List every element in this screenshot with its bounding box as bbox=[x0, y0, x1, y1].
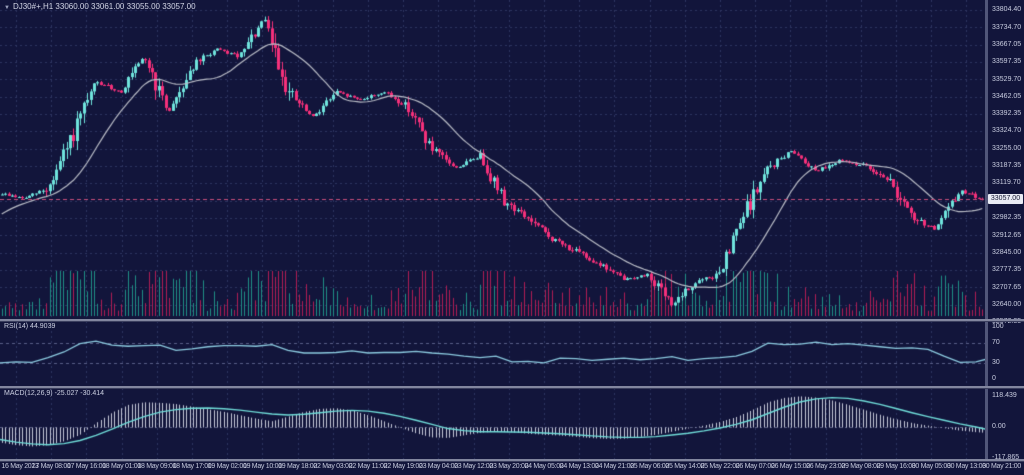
rsi-indicator-label: RSI(14) 44.9039 bbox=[4, 323, 56, 330]
macd-tick-label: 0.00 bbox=[992, 423, 1006, 430]
symbol-ohlc-text: DJ30#+,H1 33060.00 33061.00 33055.00 330… bbox=[12, 2, 196, 11]
panel-separator[interactable] bbox=[0, 319, 1024, 322]
panel-separator[interactable] bbox=[0, 386, 1024, 389]
time-tick-label: 18 May 01:00 bbox=[102, 463, 142, 470]
time-tick-label: 26 May 15:00 bbox=[770, 463, 810, 470]
time-tick-label: 25 May 06:00 bbox=[630, 463, 670, 470]
price-tick-label: 32845.00 bbox=[992, 248, 1022, 256]
price-tick-label: 32707.65 bbox=[992, 283, 1022, 291]
time-tick-label: 22 May 11:00 bbox=[348, 463, 388, 470]
time-tick-label: 25 May 14:00 bbox=[665, 463, 705, 470]
current-price-tag: 33057.00 bbox=[988, 194, 1023, 205]
price-tick-label: 32982.35 bbox=[992, 214, 1022, 222]
time-tick-label: 30 May 05:00 bbox=[911, 463, 951, 470]
time-tick-label: 17 May 16:00 bbox=[66, 463, 106, 470]
time-tick-label: 18 May 17:00 bbox=[172, 463, 212, 470]
price-tick-label: 32640.00 bbox=[992, 300, 1022, 308]
price-tick-label: 33392.35 bbox=[992, 110, 1022, 118]
time-tick-label: 24 May 13:00 bbox=[559, 463, 599, 470]
macd-indicator-label: MACD(12,26,9) -25.027 -30.414 bbox=[4, 390, 104, 397]
rsi-tick-label: 100 bbox=[992, 323, 1004, 330]
time-axis[interactable]: 16 May 2023 17 May 08:00 17 May 16:00 18 Ma… bbox=[0, 461, 1024, 475]
symbol-ohlc-header: ▼ DJ30#+,H1 33060.00 33061.00 33055.00 33… bbox=[4, 2, 196, 11]
rsi-tick-label: 0 bbox=[992, 375, 996, 382]
price-tick-label: 33324.70 bbox=[992, 127, 1022, 135]
time-tick-label: 30 May 21:00 bbox=[982, 463, 1022, 470]
time-tick-label: 26 May 07:00 bbox=[735, 463, 775, 470]
macd-tick-label: -117.865 bbox=[992, 453, 1020, 461]
time-tick-label: 23 May 04:00 bbox=[418, 463, 458, 470]
time-tick-label: 18 May 09:00 bbox=[137, 463, 177, 470]
time-tick-label: 19 May 02:00 bbox=[207, 463, 247, 470]
panel-separator[interactable] bbox=[0, 459, 1024, 462]
price-axis[interactable]: 33057.00 33804.40 33734.70 33667.05 33597.3… bbox=[985, 0, 1024, 461]
time-tick-label: 29 May 16:00 bbox=[876, 463, 916, 470]
time-tick-label: 16 May 2023 bbox=[1, 463, 39, 470]
price-tick-label: 32912.65 bbox=[992, 231, 1022, 239]
rsi-chart-canvas[interactable] bbox=[0, 321, 985, 386]
axis-divider bbox=[985, 0, 988, 461]
price-tick-label: 33255.00 bbox=[992, 145, 1022, 153]
time-tick-label: 30 May 13:00 bbox=[946, 463, 986, 470]
rsi-tick-label: 30 bbox=[992, 359, 1000, 367]
price-tick-label: 33119.70 bbox=[992, 179, 1021, 187]
time-tick-label: 22 May 03:00 bbox=[313, 463, 353, 470]
price-tick-label: 33597.35 bbox=[992, 58, 1022, 66]
time-tick-label: 25 May 22:00 bbox=[700, 463, 740, 470]
rsi-tick-label: 70 bbox=[992, 338, 1000, 346]
time-tick-label: 23 May 12:00 bbox=[454, 463, 494, 470]
time-tick-label: 17 May 08:00 bbox=[31, 463, 71, 470]
time-tick-label: 22 May 19:00 bbox=[383, 463, 423, 470]
macd-tick-label: 118.439 bbox=[992, 392, 1017, 400]
price-chart-canvas[interactable] bbox=[0, 0, 985, 319]
macd-chart-canvas[interactable] bbox=[0, 388, 985, 459]
time-tick-label: 26 May 23:00 bbox=[806, 463, 846, 470]
price-tick-label: 33529.70 bbox=[992, 75, 1022, 83]
time-tick-label: 19 May 10:00 bbox=[242, 463, 282, 470]
price-tick-label: 33462.05 bbox=[992, 92, 1022, 100]
price-tick-label: 33187.35 bbox=[992, 162, 1022, 170]
time-tick-label: 23 May 20:00 bbox=[489, 463, 529, 470]
price-tick-label: 33667.05 bbox=[992, 40, 1022, 48]
time-tick-label: 29 May 08:00 bbox=[841, 463, 881, 470]
symbol-marker-icon: ▼ bbox=[4, 5, 10, 11]
price-tick-label: 33734.70 bbox=[992, 23, 1022, 31]
price-tick-label: 32777.35 bbox=[992, 266, 1022, 274]
time-tick-label: 19 May 18:00 bbox=[278, 463, 318, 470]
time-tick-label: 24 May 05:00 bbox=[524, 463, 564, 470]
price-tick-label: 33804.40 bbox=[992, 6, 1022, 13]
time-tick-label: 24 May 21:00 bbox=[594, 463, 634, 470]
